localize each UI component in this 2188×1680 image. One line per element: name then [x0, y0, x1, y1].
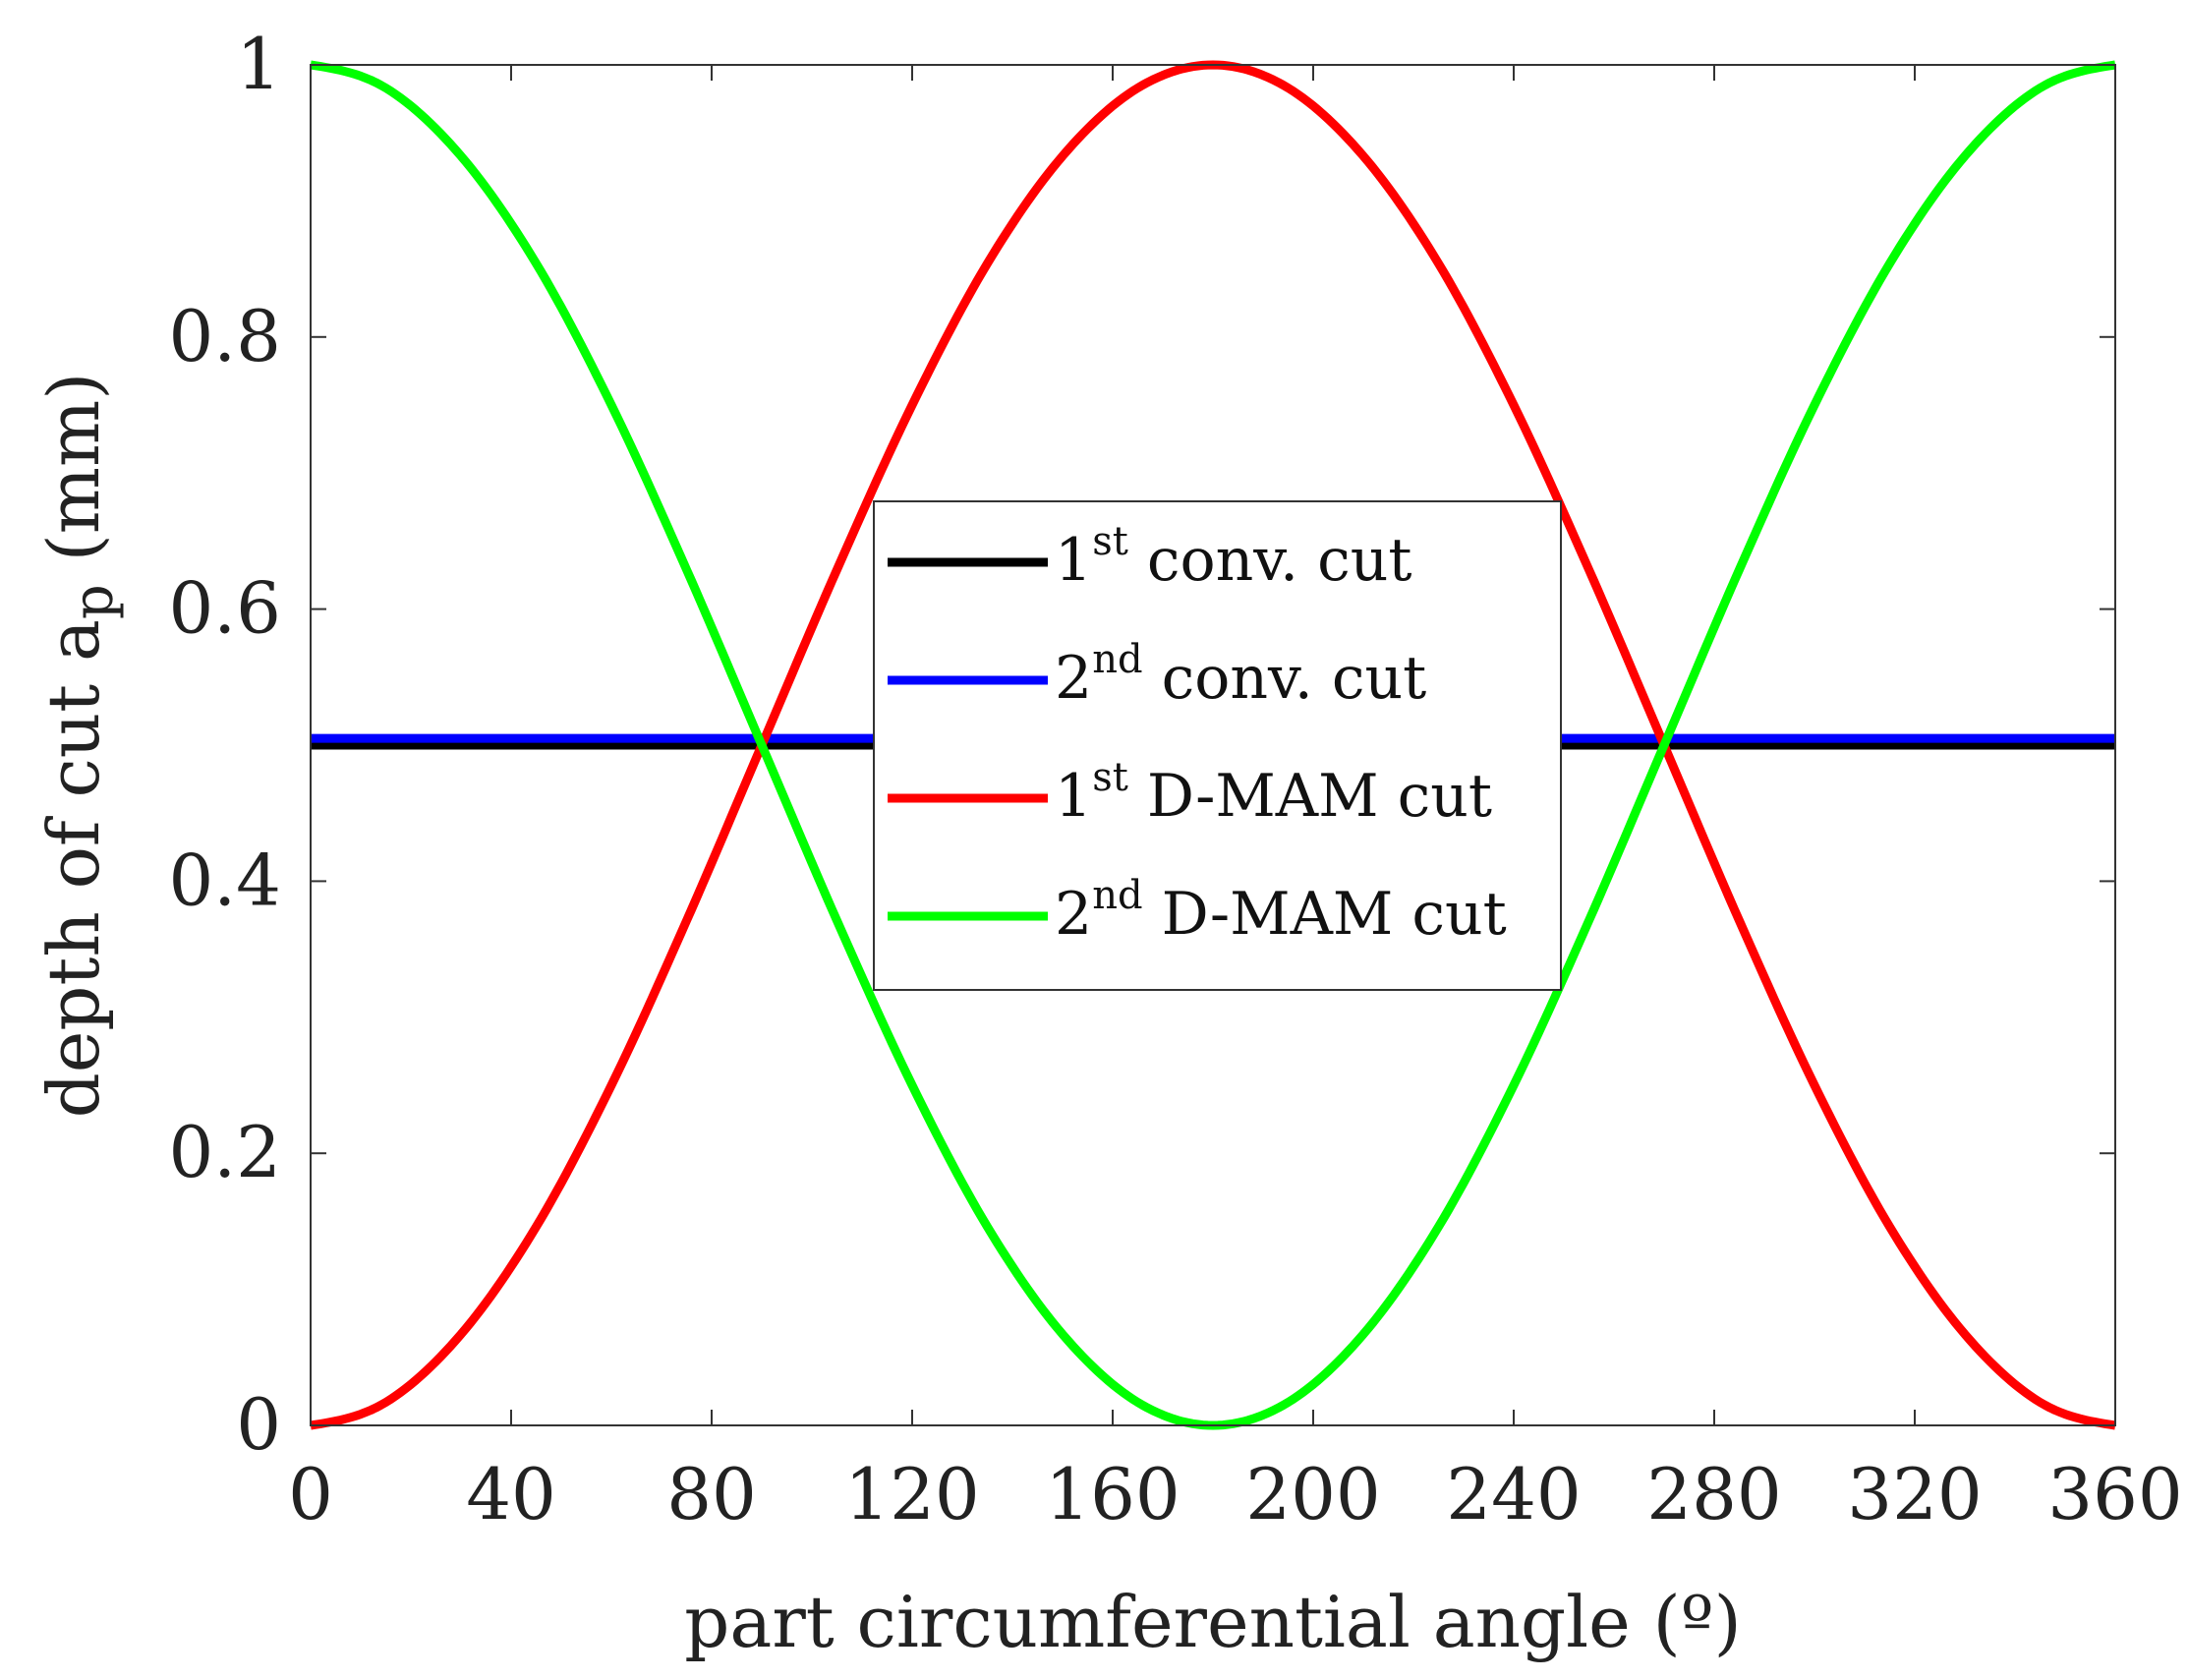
- legend-label-4: 2nd D-MAM cut: [1055, 873, 1507, 949]
- y-tick-label: 0: [236, 1383, 281, 1466]
- x-tick-label: 240: [1446, 1453, 1581, 1535]
- legend-label-3: 1st D-MAM cut: [1055, 755, 1492, 831]
- x-tick-label: 40: [466, 1453, 556, 1535]
- x-tick-label: 80: [666, 1453, 757, 1535]
- y-tick-label: 0.2: [168, 1111, 281, 1193]
- x-tick-label: 200: [1245, 1453, 1380, 1535]
- x-tick-label: 120: [844, 1453, 979, 1535]
- y-axis-title-main: depth of cut a: [32, 619, 115, 1118]
- x-tick-label: 360: [2047, 1453, 2182, 1535]
- x-tick-label: 320: [1847, 1453, 1982, 1535]
- x-tick-label: 0: [288, 1453, 333, 1535]
- legend-label-2: 2nd conv. cut: [1055, 637, 1426, 713]
- legend-label-1: 1st conv. cut: [1055, 519, 1412, 595]
- y-tick-label: 1: [236, 23, 281, 105]
- y-tick-label: 0.8: [168, 295, 281, 377]
- x-tick-label: 280: [1646, 1453, 1781, 1535]
- y-axis-title-subscript: p: [62, 584, 126, 619]
- x-axis-title: part circumferential angle (º): [684, 1581, 1741, 1663]
- legend: 1st conv. cut 2nd conv. cut 1st D-MAM cut 2…: [873, 500, 1562, 991]
- y-axis-title-unit: (mm): [32, 373, 115, 585]
- y-tick-label: 0.6: [168, 567, 281, 650]
- ticks-layer: 0 40 80 120 160 200 240 280 320 360 0 0.2 0.4 0.6 0.8 1: [168, 23, 2182, 1535]
- legend-box: [873, 500, 1562, 991]
- x-tick-label: 160: [1045, 1453, 1180, 1535]
- y-axis-title: depth of cut ap (mm): [32, 373, 126, 1119]
- y-tick-label: 0.4: [168, 839, 281, 921]
- plot-frame: [310, 64, 2116, 1426]
